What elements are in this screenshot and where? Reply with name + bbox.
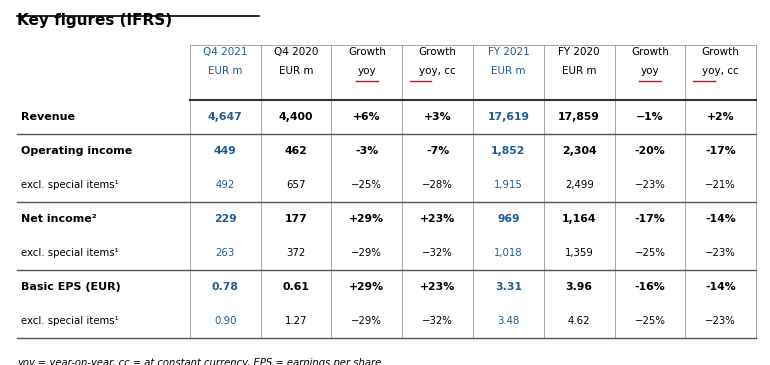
Text: yoy, cc: yoy, cc	[702, 66, 739, 76]
Text: Key figures (IFRS): Key figures (IFRS)	[17, 13, 172, 28]
Text: -17%: -17%	[634, 214, 665, 224]
Text: Growth: Growth	[419, 47, 457, 57]
Text: 4,400: 4,400	[279, 112, 313, 122]
Text: Growth: Growth	[701, 47, 740, 57]
Text: −23%: −23%	[705, 316, 736, 326]
Text: −21%: −21%	[705, 180, 736, 190]
Text: 449: 449	[214, 146, 236, 156]
Text: 2,304: 2,304	[562, 146, 597, 156]
Text: yoy: yoy	[357, 66, 377, 76]
Text: 3.48: 3.48	[497, 316, 520, 326]
Text: excl. special items¹: excl. special items¹	[21, 316, 119, 326]
Text: 2,499: 2,499	[564, 180, 594, 190]
Text: 372: 372	[286, 248, 306, 258]
Text: 1,915: 1,915	[494, 180, 523, 190]
Text: 229: 229	[214, 214, 236, 224]
Text: +3%: +3%	[424, 112, 451, 122]
Text: −32%: −32%	[422, 248, 453, 258]
Text: 4.62: 4.62	[568, 316, 591, 326]
Text: FY 2021: FY 2021	[487, 47, 529, 57]
Text: 1,359: 1,359	[564, 248, 594, 258]
Text: 492: 492	[216, 180, 235, 190]
Text: −25%: −25%	[351, 180, 383, 190]
Text: −29%: −29%	[351, 316, 383, 326]
Text: yoy, cc: yoy, cc	[420, 66, 456, 76]
Text: 0.78: 0.78	[212, 282, 239, 292]
Text: -16%: -16%	[634, 282, 665, 292]
Text: 969: 969	[497, 214, 520, 224]
Text: +6%: +6%	[353, 112, 380, 122]
Text: Revenue: Revenue	[21, 112, 75, 122]
Text: −32%: −32%	[422, 316, 453, 326]
Text: 4,647: 4,647	[208, 112, 243, 122]
Text: 0.90: 0.90	[214, 316, 236, 326]
Text: yoy = year-on-year, cc = at constant currency, EPS = earnings per share: yoy = year-on-year, cc = at constant cur…	[17, 358, 381, 365]
Text: excl. special items¹: excl. special items¹	[21, 180, 119, 190]
Text: −25%: −25%	[634, 248, 665, 258]
Text: -3%: -3%	[355, 146, 379, 156]
Text: 462: 462	[285, 146, 307, 156]
Text: FY 2020: FY 2020	[558, 47, 600, 57]
Text: -20%: -20%	[634, 146, 665, 156]
Text: −25%: −25%	[634, 316, 665, 326]
Text: Operating income: Operating income	[21, 146, 132, 156]
Text: 657: 657	[286, 180, 306, 190]
Text: −23%: −23%	[634, 180, 665, 190]
Text: 3.31: 3.31	[495, 282, 522, 292]
Text: 263: 263	[216, 248, 235, 258]
Text: 0.61: 0.61	[283, 282, 310, 292]
Text: +29%: +29%	[350, 214, 384, 224]
Text: EUR m: EUR m	[279, 66, 313, 76]
Text: −28%: −28%	[422, 180, 453, 190]
Text: EUR m: EUR m	[208, 66, 243, 76]
Text: Net income²: Net income²	[21, 214, 96, 224]
Text: Growth: Growth	[348, 47, 386, 57]
Text: +29%: +29%	[350, 282, 384, 292]
Text: -17%: -17%	[705, 146, 736, 156]
Text: yoy: yoy	[641, 66, 659, 76]
Text: 1,164: 1,164	[562, 214, 597, 224]
Text: EUR m: EUR m	[491, 66, 526, 76]
Text: −23%: −23%	[705, 248, 736, 258]
Text: +2%: +2%	[707, 112, 735, 122]
Text: 17,619: 17,619	[487, 112, 530, 122]
Text: 3.96: 3.96	[566, 282, 593, 292]
Text: 177: 177	[285, 214, 307, 224]
Text: Q4 2020: Q4 2020	[274, 47, 318, 57]
Text: −1%: −1%	[636, 112, 664, 122]
Text: +23%: +23%	[420, 282, 455, 292]
Text: -14%: -14%	[705, 282, 736, 292]
Text: EUR m: EUR m	[562, 66, 597, 76]
Text: Growth: Growth	[631, 47, 669, 57]
Text: -14%: -14%	[705, 214, 736, 224]
Text: Basic EPS (EUR): Basic EPS (EUR)	[21, 282, 121, 292]
Text: −29%: −29%	[351, 248, 383, 258]
Text: +23%: +23%	[420, 214, 455, 224]
Text: 17,859: 17,859	[558, 112, 600, 122]
Text: 1,852: 1,852	[491, 146, 526, 156]
Text: Q4 2021: Q4 2021	[203, 47, 248, 57]
Text: 1,018: 1,018	[494, 248, 523, 258]
Text: -7%: -7%	[426, 146, 449, 156]
Text: excl. special items¹: excl. special items¹	[21, 248, 119, 258]
Text: 1.27: 1.27	[285, 316, 307, 326]
